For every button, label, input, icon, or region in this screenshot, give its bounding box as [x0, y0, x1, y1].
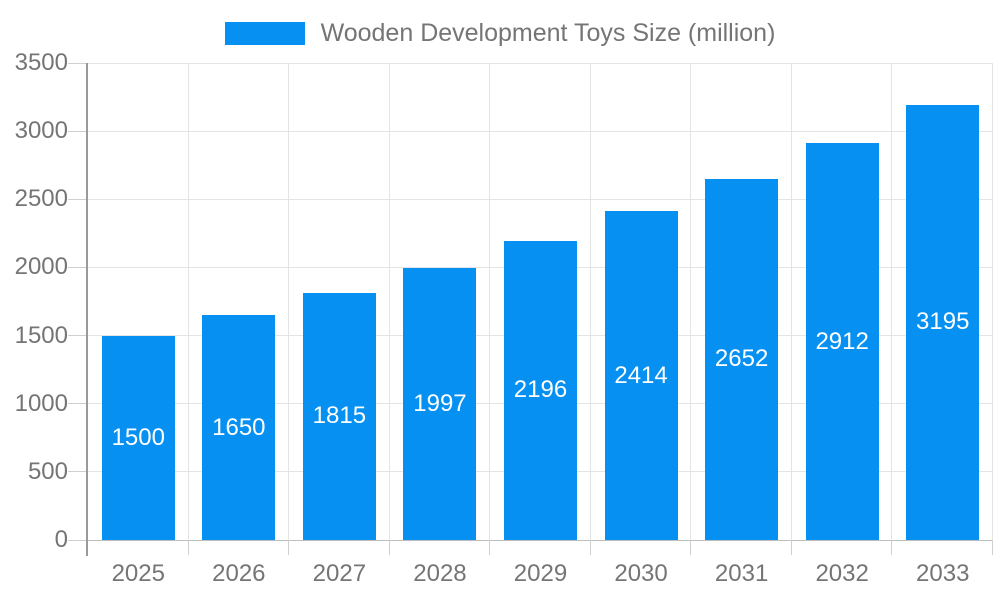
y-axis-labels: 0 500 1000 1500 2000 2500 3000 3500 [0, 49, 68, 553]
y-axis-tick-label: 500 [27, 457, 68, 485]
x-axis-tick-label: 2029 [513, 560, 568, 587]
x-axis-tick [86, 540, 88, 555]
v-gridline [690, 63, 692, 540]
y-axis-tick [68, 471, 86, 473]
y-axis-tick [68, 539, 86, 541]
v-gridline [288, 63, 290, 540]
y-axis-tick-label: 0 [54, 526, 68, 553]
chart-legend: Wooden Development Toys Size (million) [0, 19, 1000, 48]
x-axis-line [88, 540, 993, 541]
v-gridline [992, 63, 993, 540]
bar-2033[interactable] [906, 104, 980, 540]
y-axis-tick [68, 403, 86, 405]
x-axis-tick [288, 540, 290, 555]
bar-value-label: 3195 [916, 308, 970, 336]
x-axis-tick [992, 540, 993, 555]
bar-2025[interactable] [101, 335, 175, 540]
v-gridline [388, 63, 390, 540]
x-axis-labels: 2025 2026 2027 2028 2029 2030 2031 2032 2033 [88, 560, 993, 590]
bar-value-label: 1997 [413, 389, 467, 417]
bar-value-label: 2414 [614, 361, 668, 389]
v-gridline [489, 63, 491, 540]
x-axis-tick [489, 540, 491, 555]
y-axis-tick [68, 266, 86, 268]
x-axis-tick-label: 2033 [916, 560, 970, 587]
x-axis-tick [187, 540, 189, 555]
y-axis-tick [68, 130, 86, 132]
bar-2032[interactable] [805, 143, 879, 540]
y-axis-tick-label: 3500 [14, 49, 68, 76]
y-axis-tick [68, 198, 86, 200]
v-gridline [891, 63, 893, 540]
x-axis-tick-label: 2031 [714, 560, 769, 587]
x-axis-tick-label: 2026 [212, 560, 266, 587]
x-axis-tick-label: 2030 [614, 560, 668, 587]
v-gridline [187, 63, 189, 540]
x-axis-tick [790, 540, 792, 555]
y-axis-tick [68, 63, 86, 64]
v-gridline [589, 63, 591, 540]
bar-2030[interactable] [604, 211, 678, 540]
x-axis-tick-label: 2032 [815, 560, 869, 587]
legend-item[interactable]: Wooden Development Toys Size (million) [224, 19, 776, 48]
x-axis-tick-label: 2027 [312, 560, 367, 587]
legend-label: Wooden Development Toys Size (million) [320, 19, 776, 47]
bar-value-label: 1500 [111, 423, 165, 451]
v-gridline [790, 63, 792, 540]
y-axis-tick-label: 2500 [14, 185, 68, 213]
bar-2028[interactable] [403, 267, 477, 540]
bar-value-label: 2196 [513, 376, 568, 404]
y-axis-tick-label: 1500 [14, 321, 68, 349]
bar-2027[interactable] [302, 292, 376, 540]
x-axis-tick [589, 540, 591, 555]
y-axis-line [86, 63, 88, 556]
y-axis-tick-label: 2000 [14, 253, 68, 281]
plot-area: 1500 1650 1815 1997 2196 2414 2652 2912 3195 [68, 63, 993, 556]
bar-value-label: 2652 [714, 345, 769, 373]
x-axis-tick [690, 540, 692, 555]
x-axis-tick-label: 2025 [111, 560, 165, 587]
bar-2029[interactable] [504, 240, 577, 540]
bar-2031[interactable] [705, 178, 779, 540]
x-axis-tick [388, 540, 390, 555]
bar-value-label: 1650 [212, 413, 266, 441]
x-axis-tick-label: 2028 [413, 560, 467, 587]
h-gridline [88, 198, 993, 200]
y-axis-tick-label: 3000 [14, 117, 68, 145]
bar-value-label: 1815 [312, 402, 367, 430]
x-axis-tick [891, 540, 893, 555]
h-gridline [88, 63, 993, 64]
h-gridline [88, 130, 993, 132]
y-axis-tick [68, 335, 86, 337]
bar-2026[interactable] [202, 315, 276, 540]
bar-value-label: 2912 [815, 327, 869, 355]
legend-swatch-icon [224, 22, 305, 45]
y-axis-tick-label: 1000 [14, 389, 68, 417]
